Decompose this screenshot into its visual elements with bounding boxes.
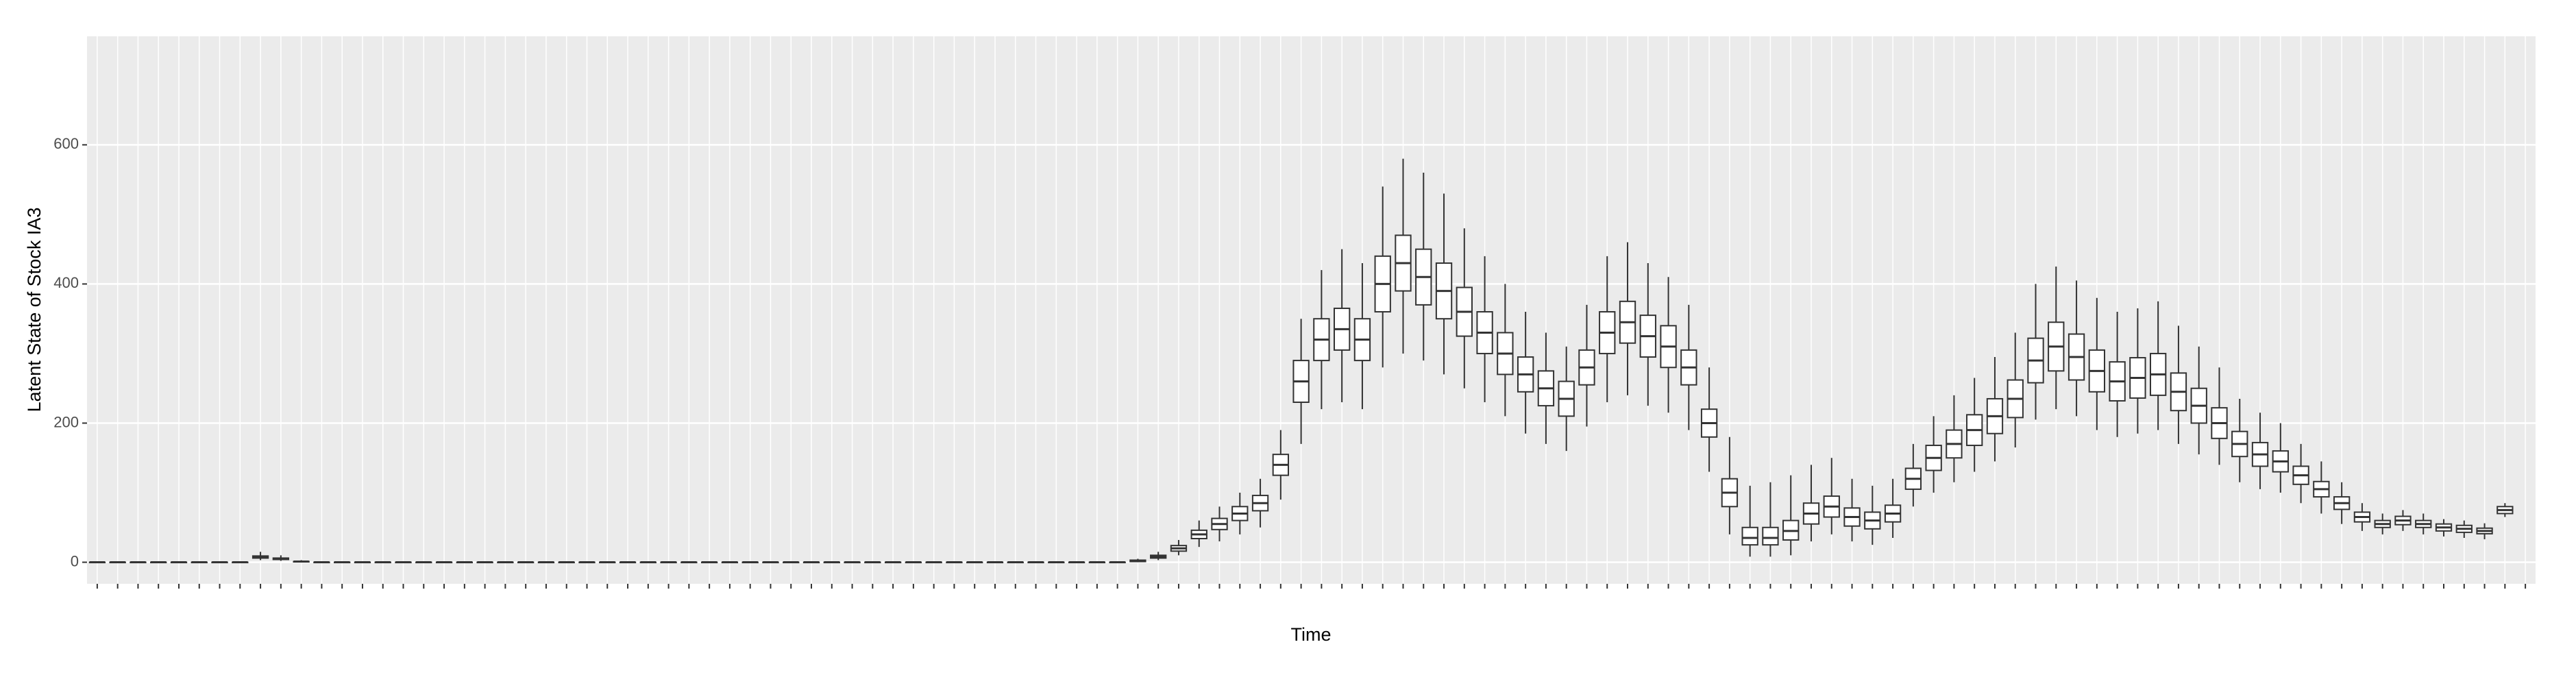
box xyxy=(1762,526,1779,546)
panel xyxy=(87,36,2536,584)
y-tick-label: 600 xyxy=(53,135,79,152)
box xyxy=(1741,526,1758,546)
y-tick-label: 0 xyxy=(71,552,79,569)
y-axis-title: Latent State of Stock IA3 xyxy=(24,208,45,413)
x-axis-title: Time xyxy=(1291,624,1332,645)
y-tick-label: 400 xyxy=(53,274,79,291)
y-tick-label: 200 xyxy=(53,413,79,430)
